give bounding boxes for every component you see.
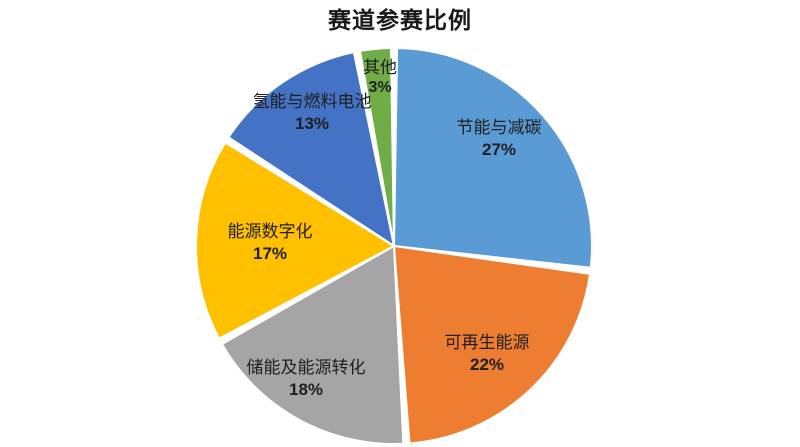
pie-slice-4[interactable] <box>227 50 396 249</box>
pie-slice-2[interactable] <box>220 244 405 445</box>
pie-slice-1[interactable] <box>392 244 592 445</box>
pie-slice-3[interactable] <box>195 141 397 341</box>
pie-slice-0[interactable] <box>392 47 593 269</box>
pie-slice-5[interactable] <box>358 47 395 247</box>
chart-title: 赛道参赛比例 <box>328 8 472 33</box>
